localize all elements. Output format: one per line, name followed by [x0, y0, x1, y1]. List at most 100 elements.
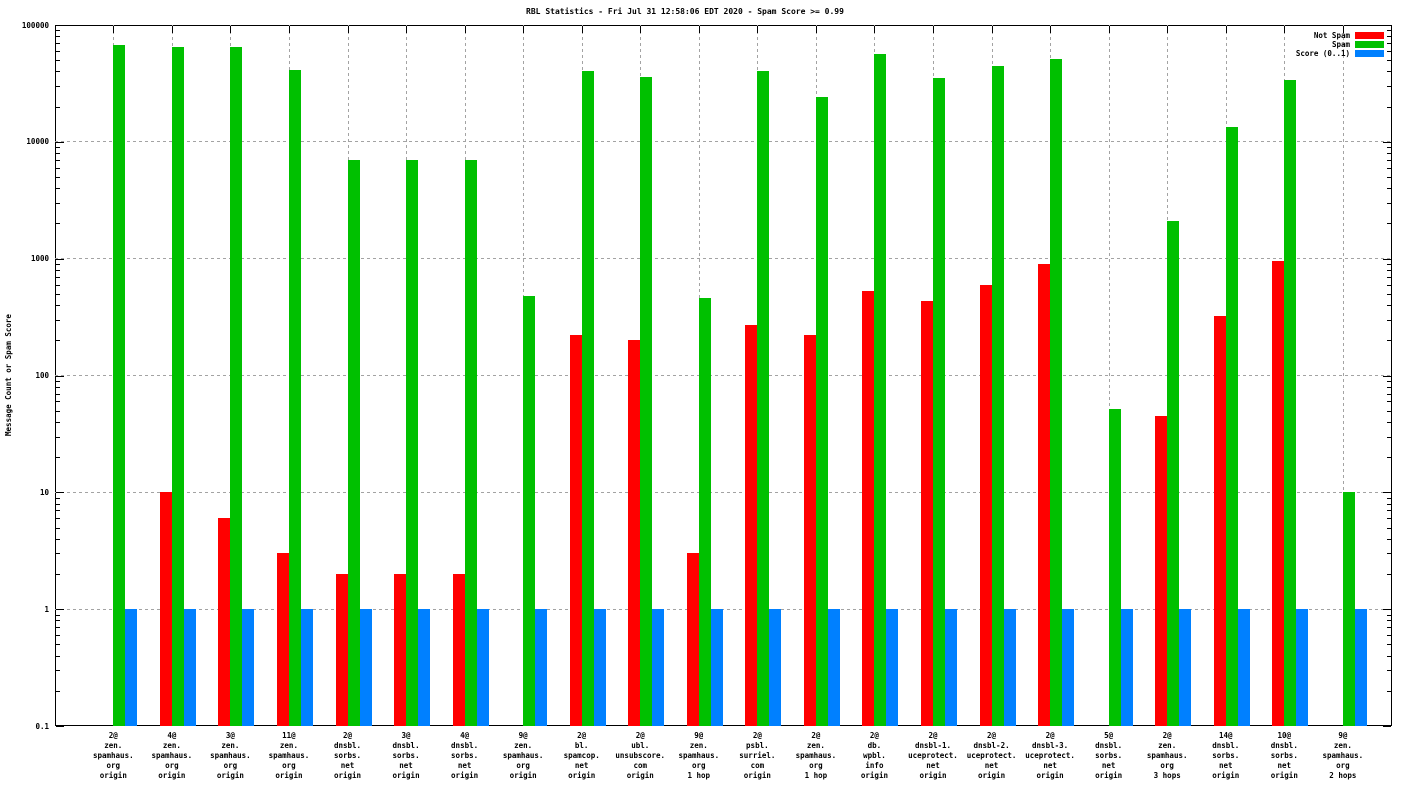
y-minor-tick-right — [1387, 503, 1391, 505]
bar-not-spam — [1038, 264, 1051, 726]
legend-row: Score (0..1) — [1296, 49, 1384, 58]
y-minor-tick-left — [56, 305, 60, 307]
y-minor-tick-right — [1387, 510, 1391, 512]
bar-spam — [1284, 79, 1297, 726]
y-minor-tick-left — [56, 573, 60, 575]
x-tick-top — [815, 26, 817, 33]
y-minor-tick-right — [1387, 147, 1391, 149]
x-tick-top — [113, 26, 115, 33]
y-minor-tick-left — [56, 269, 60, 271]
bar-score-0-1 — [300, 609, 313, 726]
y-minor-tick-left — [56, 553, 60, 555]
legend-label: Spam — [1331, 40, 1350, 49]
y-tick-label: 10000 — [26, 137, 49, 147]
x-tick-top — [874, 26, 876, 33]
x-category-label: 4@ zen. spamhaus. org origin — [151, 731, 193, 780]
y-minor-tick-right — [1387, 284, 1391, 286]
x-tick-top — [523, 26, 525, 33]
bar-score-0-1 — [183, 609, 196, 726]
chart-title: RBL Statistics - Fri Jul 31 12:58:06 EDT… — [526, 7, 844, 16]
bar-spam — [581, 71, 594, 726]
bar-spam — [288, 70, 301, 726]
bar-spam — [523, 295, 536, 726]
y-minor-tick-left — [56, 627, 60, 629]
y-minor-tick-right — [1387, 340, 1391, 342]
bar-score-0-1 — [886, 609, 899, 726]
bar-not-spam — [686, 553, 699, 726]
y-major-tick-right — [1383, 609, 1391, 611]
y-minor-tick-right — [1387, 614, 1391, 616]
y-gridline — [55, 141, 1392, 143]
x-tick-top — [1342, 26, 1344, 33]
y-minor-tick-left — [56, 86, 60, 88]
y-minor-tick-left — [56, 264, 60, 265]
x-tick-top — [1225, 26, 1227, 33]
x-tick-top — [991, 26, 993, 33]
bar-not-spam — [276, 553, 289, 726]
y-minor-tick-right — [1387, 401, 1391, 403]
x-category-label: 2@ ubl. unsubscore. com origin — [615, 731, 666, 780]
x-category-label: 2@ dnsbl-2. uceprotect. net origin — [966, 731, 1017, 780]
y-minor-tick-right — [1387, 50, 1391, 52]
bar-score-0-1 — [593, 609, 606, 726]
y-gridline — [55, 258, 1392, 260]
bar-spam — [815, 97, 828, 726]
y-minor-tick-right — [1387, 60, 1391, 62]
x-category-label: 2@ zen. spamhaus. org origin — [92, 731, 134, 780]
y-major-tick-right — [1383, 25, 1391, 26]
y-minor-tick-left — [56, 167, 60, 169]
y-minor-tick-left — [56, 159, 60, 161]
x-tick-top — [933, 26, 934, 33]
y-minor-tick-left — [56, 319, 60, 321]
bar-score-0-1 — [359, 609, 372, 726]
y-minor-tick-right — [1387, 553, 1391, 555]
y-minor-tick-left — [56, 690, 60, 692]
y-minor-tick-right — [1387, 644, 1391, 646]
x-tick-top — [1050, 26, 1052, 33]
y-major-tick-left — [56, 25, 64, 26]
y-minor-tick-right — [1387, 380, 1391, 382]
y-minor-tick-left — [56, 620, 60, 622]
y-minor-tick-left — [56, 71, 60, 73]
y-minor-tick-right — [1387, 223, 1391, 225]
x-tick-top — [1284, 26, 1286, 33]
y-minor-tick-left — [56, 421, 60, 423]
y-minor-tick-left — [56, 644, 60, 646]
y-minor-tick-left — [56, 635, 60, 637]
y-minor-tick-left — [56, 527, 60, 529]
x-gridline — [1342, 25, 1344, 726]
x-category-label: 3@ dnsbl. sorbs. net origin — [392, 731, 420, 780]
bar-not-spam — [979, 285, 992, 726]
y-minor-tick-left — [56, 276, 60, 278]
legend-row: Not Spam — [1296, 31, 1384, 40]
y-minor-tick-left — [56, 410, 60, 412]
y-minor-tick-left — [56, 436, 60, 438]
y-major-tick-left — [56, 609, 64, 611]
y-minor-tick-left — [56, 340, 60, 342]
y-minor-tick-right — [1387, 86, 1391, 88]
y-minor-tick-right — [1387, 497, 1391, 499]
y-minor-tick-left — [56, 147, 60, 149]
x-category-label: 3@ zen. spamhaus. org origin — [210, 731, 251, 780]
bar-score-0-1 — [710, 609, 723, 726]
y-minor-tick-left — [56, 380, 60, 382]
bar-score-0-1 — [769, 609, 782, 726]
y-minor-tick-right — [1387, 188, 1391, 190]
y-minor-tick-right — [1387, 655, 1391, 657]
x-tick-top — [640, 26, 642, 33]
y-tick-label: 100000 — [21, 20, 49, 30]
bar-spam — [1342, 492, 1355, 726]
x-tick-top — [698, 26, 700, 33]
bar-not-spam — [862, 290, 875, 726]
y-minor-tick-left — [56, 106, 60, 108]
legend-swatch — [1355, 32, 1384, 39]
y-minor-tick-right — [1387, 573, 1391, 575]
bar-score-0-1 — [535, 609, 548, 726]
y-minor-tick-right — [1387, 36, 1391, 38]
x-category-label: 2@ dnsbl-3. uceprotect. net origin — [1025, 731, 1075, 780]
x-tick-top — [230, 26, 232, 33]
bar-spam — [757, 71, 770, 726]
bar-spam — [698, 298, 711, 726]
bar-spam — [933, 78, 945, 726]
y-minor-tick-right — [1387, 538, 1391, 540]
